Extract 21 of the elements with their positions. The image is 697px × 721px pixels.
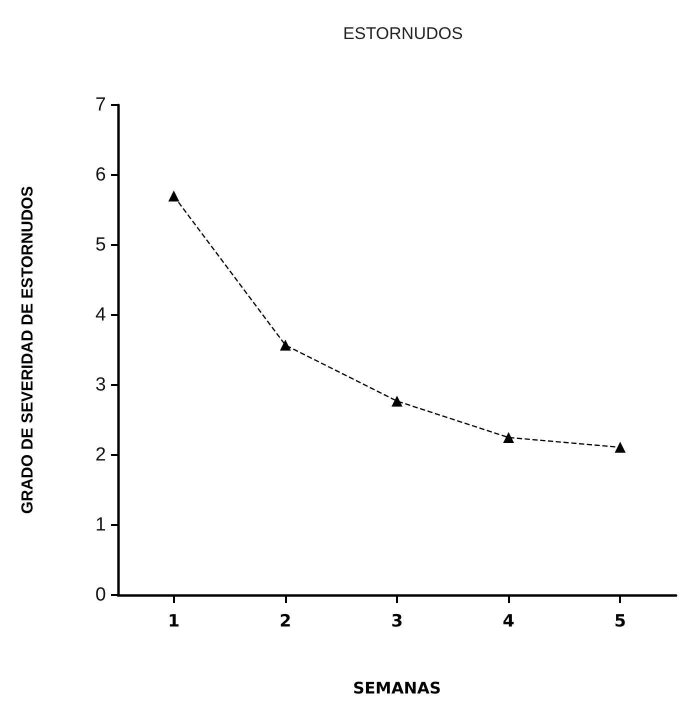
y-tick-label: 7 bbox=[95, 94, 106, 116]
x-tick-label: 2 bbox=[279, 612, 292, 632]
point bbox=[392, 396, 402, 407]
x-tick-label: 4 bbox=[502, 612, 515, 632]
y-tick-label: 4 bbox=[95, 304, 106, 326]
y-tick-label: 1 bbox=[95, 514, 106, 536]
y-tick-label: 0 bbox=[95, 584, 106, 606]
chart-title: ESTORNUDOS bbox=[343, 24, 463, 43]
y-tick-label: 5 bbox=[95, 234, 106, 256]
point bbox=[280, 340, 291, 351]
point bbox=[503, 432, 514, 443]
y-tick-label: 6 bbox=[95, 164, 106, 186]
x-axis-title: SEMANAS bbox=[352, 678, 442, 698]
point bbox=[168, 190, 180, 202]
x-tick-label: 1 bbox=[168, 612, 180, 632]
point bbox=[614, 442, 626, 453]
x-tick-label: 5 bbox=[614, 612, 626, 632]
y-tick-label: 2 bbox=[95, 444, 106, 466]
y-axis-title: GRADO DE SEVERIDAD DE ESTORNUDOS bbox=[20, 186, 36, 514]
y-tick-label: 3 bbox=[95, 374, 106, 396]
x-tick-label: 3 bbox=[391, 612, 403, 632]
